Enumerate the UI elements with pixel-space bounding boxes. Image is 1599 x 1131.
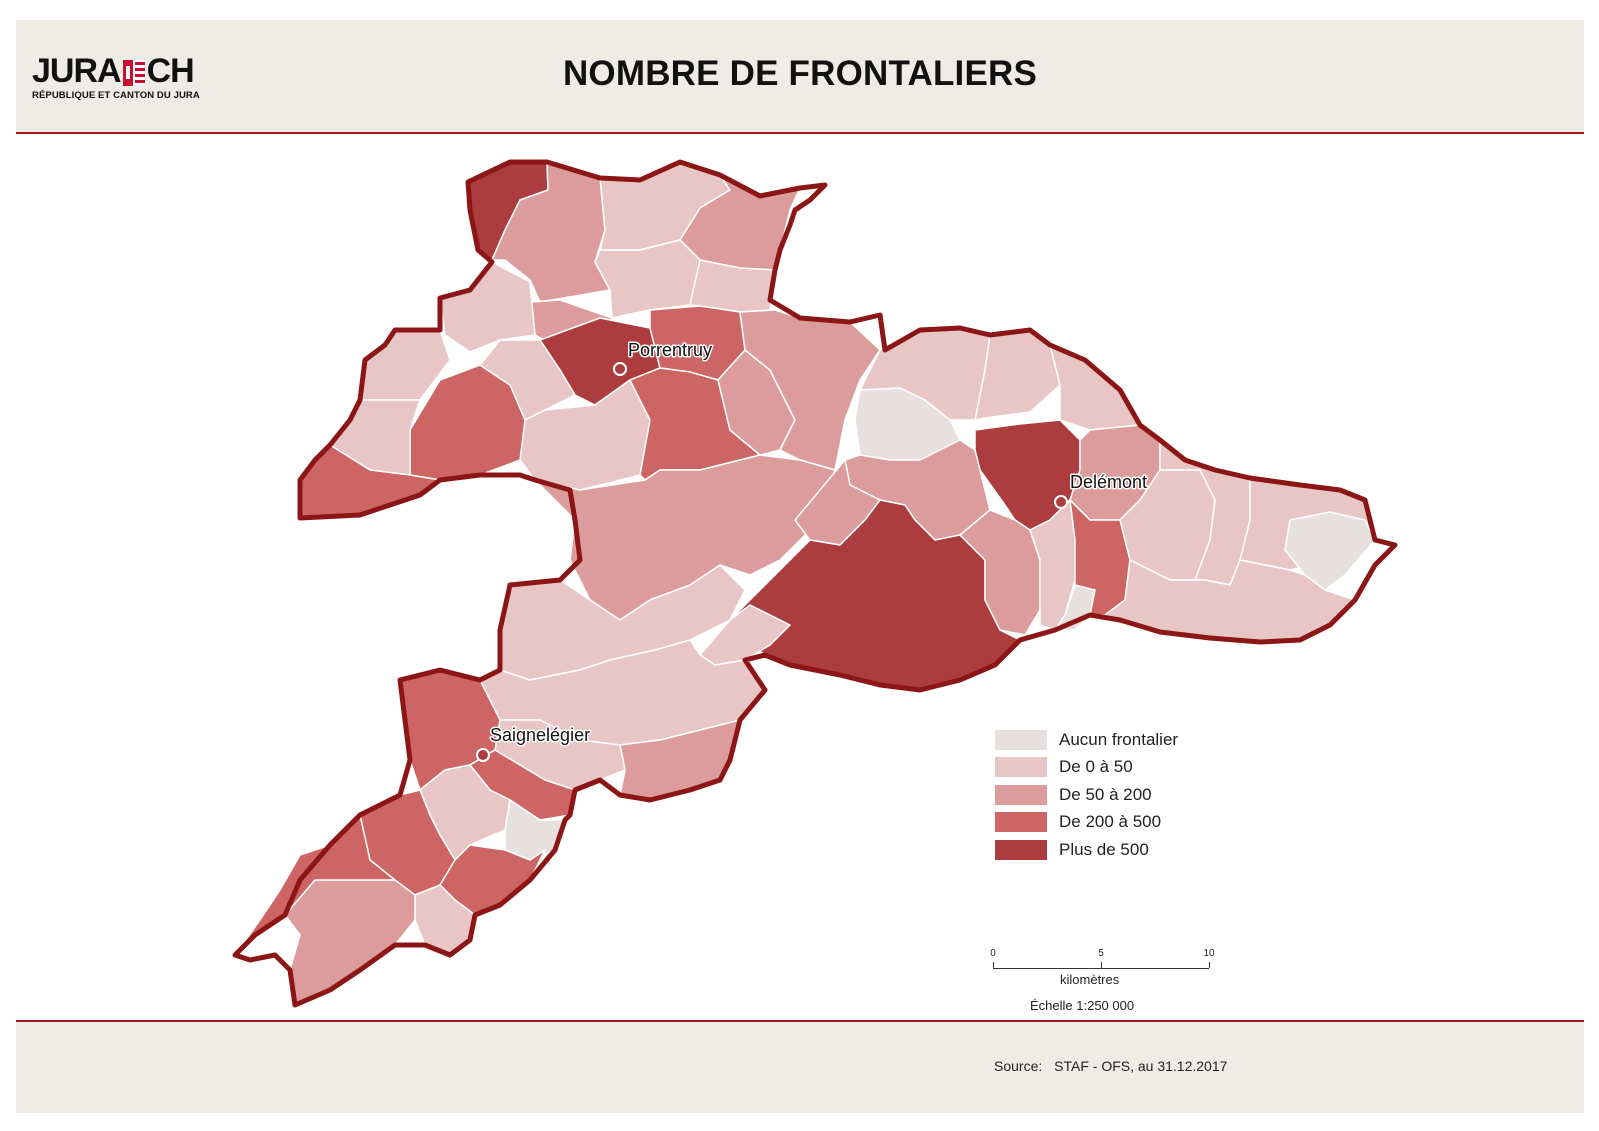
header-band: JURA CH RÉPUBLIQUE ET CANTON DU JURA NOM… xyxy=(16,20,1584,134)
scale-tick-label: 10 xyxy=(1203,948,1215,959)
commune-region xyxy=(1029,499,1076,631)
legend-label: Aucun frontalier xyxy=(1059,729,1179,749)
legend-item: De 200 à 500 xyxy=(995,809,1178,837)
city-marker-icon xyxy=(1054,495,1068,509)
legend-label: De 50 à 200 xyxy=(1059,784,1152,804)
footer-band: Source: STAF - OFS, au 31.12.2017 xyxy=(16,1020,1584,1113)
scale-tick-label: 5 xyxy=(1098,948,1104,959)
commune-region xyxy=(1284,511,1376,591)
scale-unit: kilomètres xyxy=(1060,972,1120,987)
city-label: Delémont xyxy=(1070,472,1147,492)
legend-swatch xyxy=(995,729,1047,750)
scale-tick xyxy=(1209,962,1210,968)
legend-swatch xyxy=(995,784,1047,805)
city-saignelegier: Saignelégier xyxy=(476,724,592,762)
city-delemont: Delémont xyxy=(1054,471,1149,509)
city-label: Saignelégier xyxy=(490,725,590,745)
scale-tick xyxy=(1101,962,1102,968)
legend-item: De 0 à 50 xyxy=(995,754,1178,782)
logo-text-ch: CH xyxy=(146,52,195,90)
legend-swatch xyxy=(995,757,1047,778)
legend-item: Plus de 500 xyxy=(995,836,1178,864)
communes-layer xyxy=(234,161,1376,1006)
scale-tick-label: 0 xyxy=(990,948,996,959)
source-note: Source: STAF - OFS, au 31.12.2017 xyxy=(994,1058,1227,1074)
legend-label: De 200 à 500 xyxy=(1059,812,1162,832)
jura-flag-icon xyxy=(122,58,145,86)
map-legend: Aucun frontalier De 0 à 50 De 50 à 200 D… xyxy=(995,726,1178,864)
city-marker-icon xyxy=(476,748,490,762)
scale-bar: 0 5 10 kilomètres Échelle 1:250 000 xyxy=(990,948,1220,1018)
page-title: NOMBRE DE FRONTALIERS xyxy=(562,54,1038,93)
scale-ratio: Échelle 1:250 000 xyxy=(1030,998,1135,1013)
legend-item: De 50 à 200 xyxy=(995,781,1178,809)
commune-region xyxy=(439,261,536,353)
legend-label: Plus de 500 xyxy=(1059,839,1149,859)
canton-border xyxy=(232,159,1398,1008)
city-label: Porrentruy xyxy=(628,340,712,360)
city-porrentruy: Porrentruy xyxy=(613,339,714,376)
source-label: Source: xyxy=(994,1058,1043,1074)
legend-label: De 0 à 50 xyxy=(1059,757,1133,777)
legend-swatch xyxy=(995,839,1047,860)
legend-swatch xyxy=(995,812,1047,833)
logo-subtitle: RÉPUBLIQUE ET CANTON DU JURA xyxy=(32,90,200,101)
jura-logo: JURA CH RÉPUBLIQUE ET CANTON DU JURA xyxy=(32,54,200,101)
city-marker-icon xyxy=(613,362,627,376)
legend-item: Aucun frontalier xyxy=(995,726,1178,754)
commune-region xyxy=(594,239,701,319)
scale-tick xyxy=(993,962,994,968)
scale-line xyxy=(993,968,1209,969)
logo-text-jura: JURA xyxy=(32,52,122,90)
source-text: STAF - OFS, au 31.12.2017 xyxy=(1054,1058,1228,1074)
commune-region xyxy=(1049,344,1141,431)
